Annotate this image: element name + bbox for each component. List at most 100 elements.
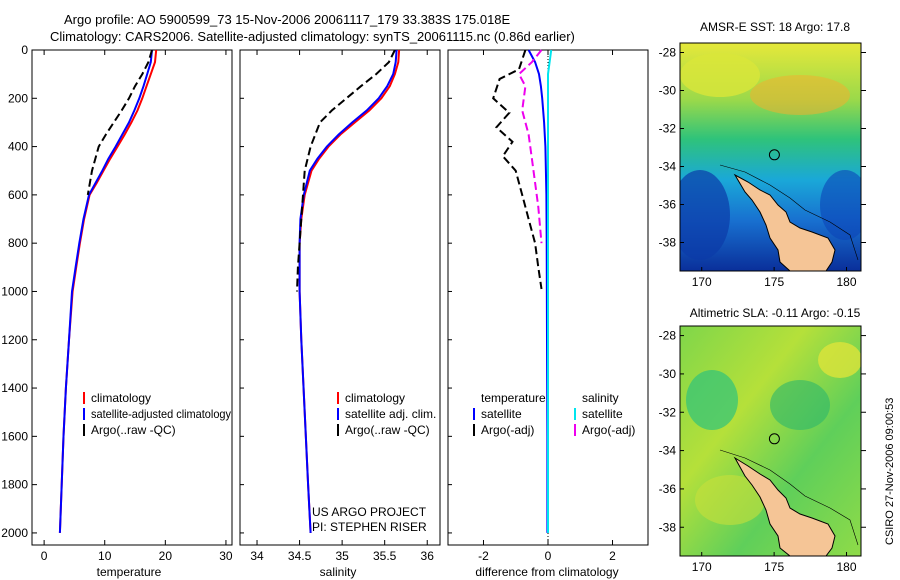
salinity-axes (239, 49, 441, 546)
legend-argo-label: Argo(..raw -QC) (345, 423, 430, 437)
salinity-ticks: 34 34.5 35 35.5 36 (240, 49, 435, 563)
legend-climatology-label: climatology (91, 391, 151, 405)
y-tick-label: 1600 (1, 429, 28, 443)
bathymetry-contour (719, 164, 859, 261)
temperature-series (58, 49, 158, 533)
sst-cool-patch (680, 170, 730, 260)
argo-location-marker (768, 149, 780, 161)
argo-location-marker (768, 433, 780, 445)
y-tick-label: -34 (659, 160, 677, 174)
y-tick-label: 800 (8, 236, 28, 250)
temperature-legend: climatology satellite-adjusted climatolo… (83, 391, 231, 437)
sst-warm-patch (680, 53, 760, 97)
sla-high-patch (818, 342, 861, 378)
y-tick-label: -36 (659, 482, 677, 496)
x-tick-label: 34 (250, 549, 264, 563)
sst-map-ticks: 170 175 180 -28 -30 -32 -34 -36 -38 (659, 46, 866, 289)
sst-map-panel: AMSR-E SST: 18 Argo: 17.8 170 175 180 -28 -3… (659, 20, 866, 289)
temperature-axes (31, 49, 233, 546)
temperature-panel: 0 10 20 30 0 200 400 600 800 1000 1200 1400 1600 1800… (1, 43, 233, 579)
x-tick-label: 34.5 (288, 549, 312, 563)
series-line-satellite-adjusted-climatology (58, 49, 153, 533)
y-tick-label: 400 (8, 140, 28, 154)
sla-low-patch (770, 380, 830, 430)
x-tick-label: 2 (609, 549, 616, 563)
difference-panel: -2 0 2 difference from climatology tempera… (447, 49, 649, 579)
difference-series (492, 49, 553, 533)
temperature-xlabel: temperature (97, 565, 162, 579)
x-tick-label: 180 (837, 275, 857, 289)
sst-warm-patch (750, 75, 850, 115)
y-tick-label: 2000 (1, 526, 28, 540)
legend-satellite-label: satellite adj. clim. (345, 407, 436, 421)
legend-temp-argo-label: Argo(-adj) (481, 423, 534, 437)
y-tick-label: -32 (659, 405, 677, 419)
y-tick-label: 1800 (1, 478, 28, 492)
y-tick-label: -36 (659, 198, 677, 212)
series-line-salinity-argo-adj (517, 49, 543, 244)
difference-ticks: -2 0 2 (448, 49, 616, 563)
figure-title-line1: Argo profile: AO 5900599_73 15-Nov-2006 … (64, 12, 511, 27)
y-tick-label: 1400 (1, 381, 28, 395)
project-note-line1: US ARGO PROJECT (312, 505, 427, 519)
y-tick-label: -34 (659, 444, 677, 458)
sla-high-patch (695, 475, 765, 525)
temperature-ticks: 0 10 20 30 0 200 400 600 800 1000 1200 1400 1600 1800… (1, 43, 233, 563)
sla-map-title: Altimetric SLA: -0.11 Argo: -0.15 (690, 306, 861, 320)
x-tick-label: 175 (764, 275, 784, 289)
x-tick-label: 170 (692, 275, 712, 289)
y-tick-label: -30 (659, 367, 677, 381)
legend-temp-satellite-label: satellite (481, 407, 522, 421)
x-tick-label: 10 (98, 549, 112, 563)
sla-map-ticks: 170 175 180 -28 -30 -32 -34 -36 -38 (659, 329, 866, 574)
series-line-temperature-argo-adj (492, 49, 543, 290)
figure-title-line2: Climatology: CARS2006. Satellite-adjuste… (50, 29, 575, 44)
y-tick-label: -30 (659, 84, 677, 98)
x-tick-label: 30 (219, 549, 233, 563)
x-tick-label: 35.5 (373, 549, 397, 563)
land-north-island (733, 456, 836, 556)
legend-climatology-label: climatology (345, 391, 405, 405)
y-tick-label: -32 (659, 122, 677, 136)
legend-temperature-heading: temperature (481, 391, 546, 405)
project-note-line2: PI: STEPHEN RISER (312, 520, 427, 534)
x-tick-label: 35 (335, 549, 349, 563)
sla-low-patch (686, 370, 738, 430)
series-line-argo-raw-qc (296, 49, 396, 292)
y-tick-label: -28 (659, 46, 677, 60)
land-north-island (733, 173, 836, 271)
legend-salinity-heading: salinity (582, 391, 619, 405)
salinity-panel: 34 34.5 35 35.5 36 salinity climatology sate… (239, 49, 441, 579)
y-tick-label: 600 (8, 188, 28, 202)
x-tick-label: 170 (692, 560, 712, 574)
x-tick-label: 180 (837, 560, 857, 574)
x-tick-label: -2 (478, 549, 489, 563)
series-line-salinity-satellite (547, 49, 553, 533)
y-tick-label: 1200 (1, 333, 28, 347)
legend-sal-satellite-label: satellite (582, 407, 623, 421)
difference-xlabel: difference from climatology (475, 565, 618, 579)
y-tick-label: 1000 (1, 284, 28, 298)
x-tick-label: 36 (421, 549, 435, 563)
x-tick-label: 0 (545, 549, 552, 563)
y-tick-label: -28 (659, 329, 677, 343)
salinity-xlabel: salinity (320, 565, 357, 579)
series-line-satellite-adj-clim (298, 49, 398, 533)
timestamp-note: CSIRO 27-Nov-2006 09:00:53 (884, 398, 896, 545)
legend-sal-argo-label: Argo(-adj) (582, 423, 635, 437)
x-tick-label: 20 (159, 549, 173, 563)
x-tick-label: 175 (764, 560, 784, 574)
series-line-argo-raw-qc (86, 49, 153, 196)
sla-map-axes (679, 325, 862, 557)
bathymetry-contour (719, 449, 859, 546)
x-tick-label: 0 (41, 549, 48, 563)
sst-map-title: AMSR-E SST: 18 Argo: 17.8 (700, 20, 850, 34)
difference-legend: temperature satellite Argo(-adj) salinit… (473, 391, 635, 437)
salinity-legend: climatology satellite adj. clim. Argo(..… (337, 391, 436, 437)
sla-map-panel: Altimetric SLA: -0.11 Argo: -0.15 170 175… (659, 306, 866, 574)
y-tick-label: 0 (21, 43, 28, 57)
legend-argo-label: Argo(..raw -QC) (91, 423, 176, 437)
sst-map-axes (679, 42, 862, 272)
legend-satellite-label: satellite-adjusted climatology (91, 407, 231, 421)
